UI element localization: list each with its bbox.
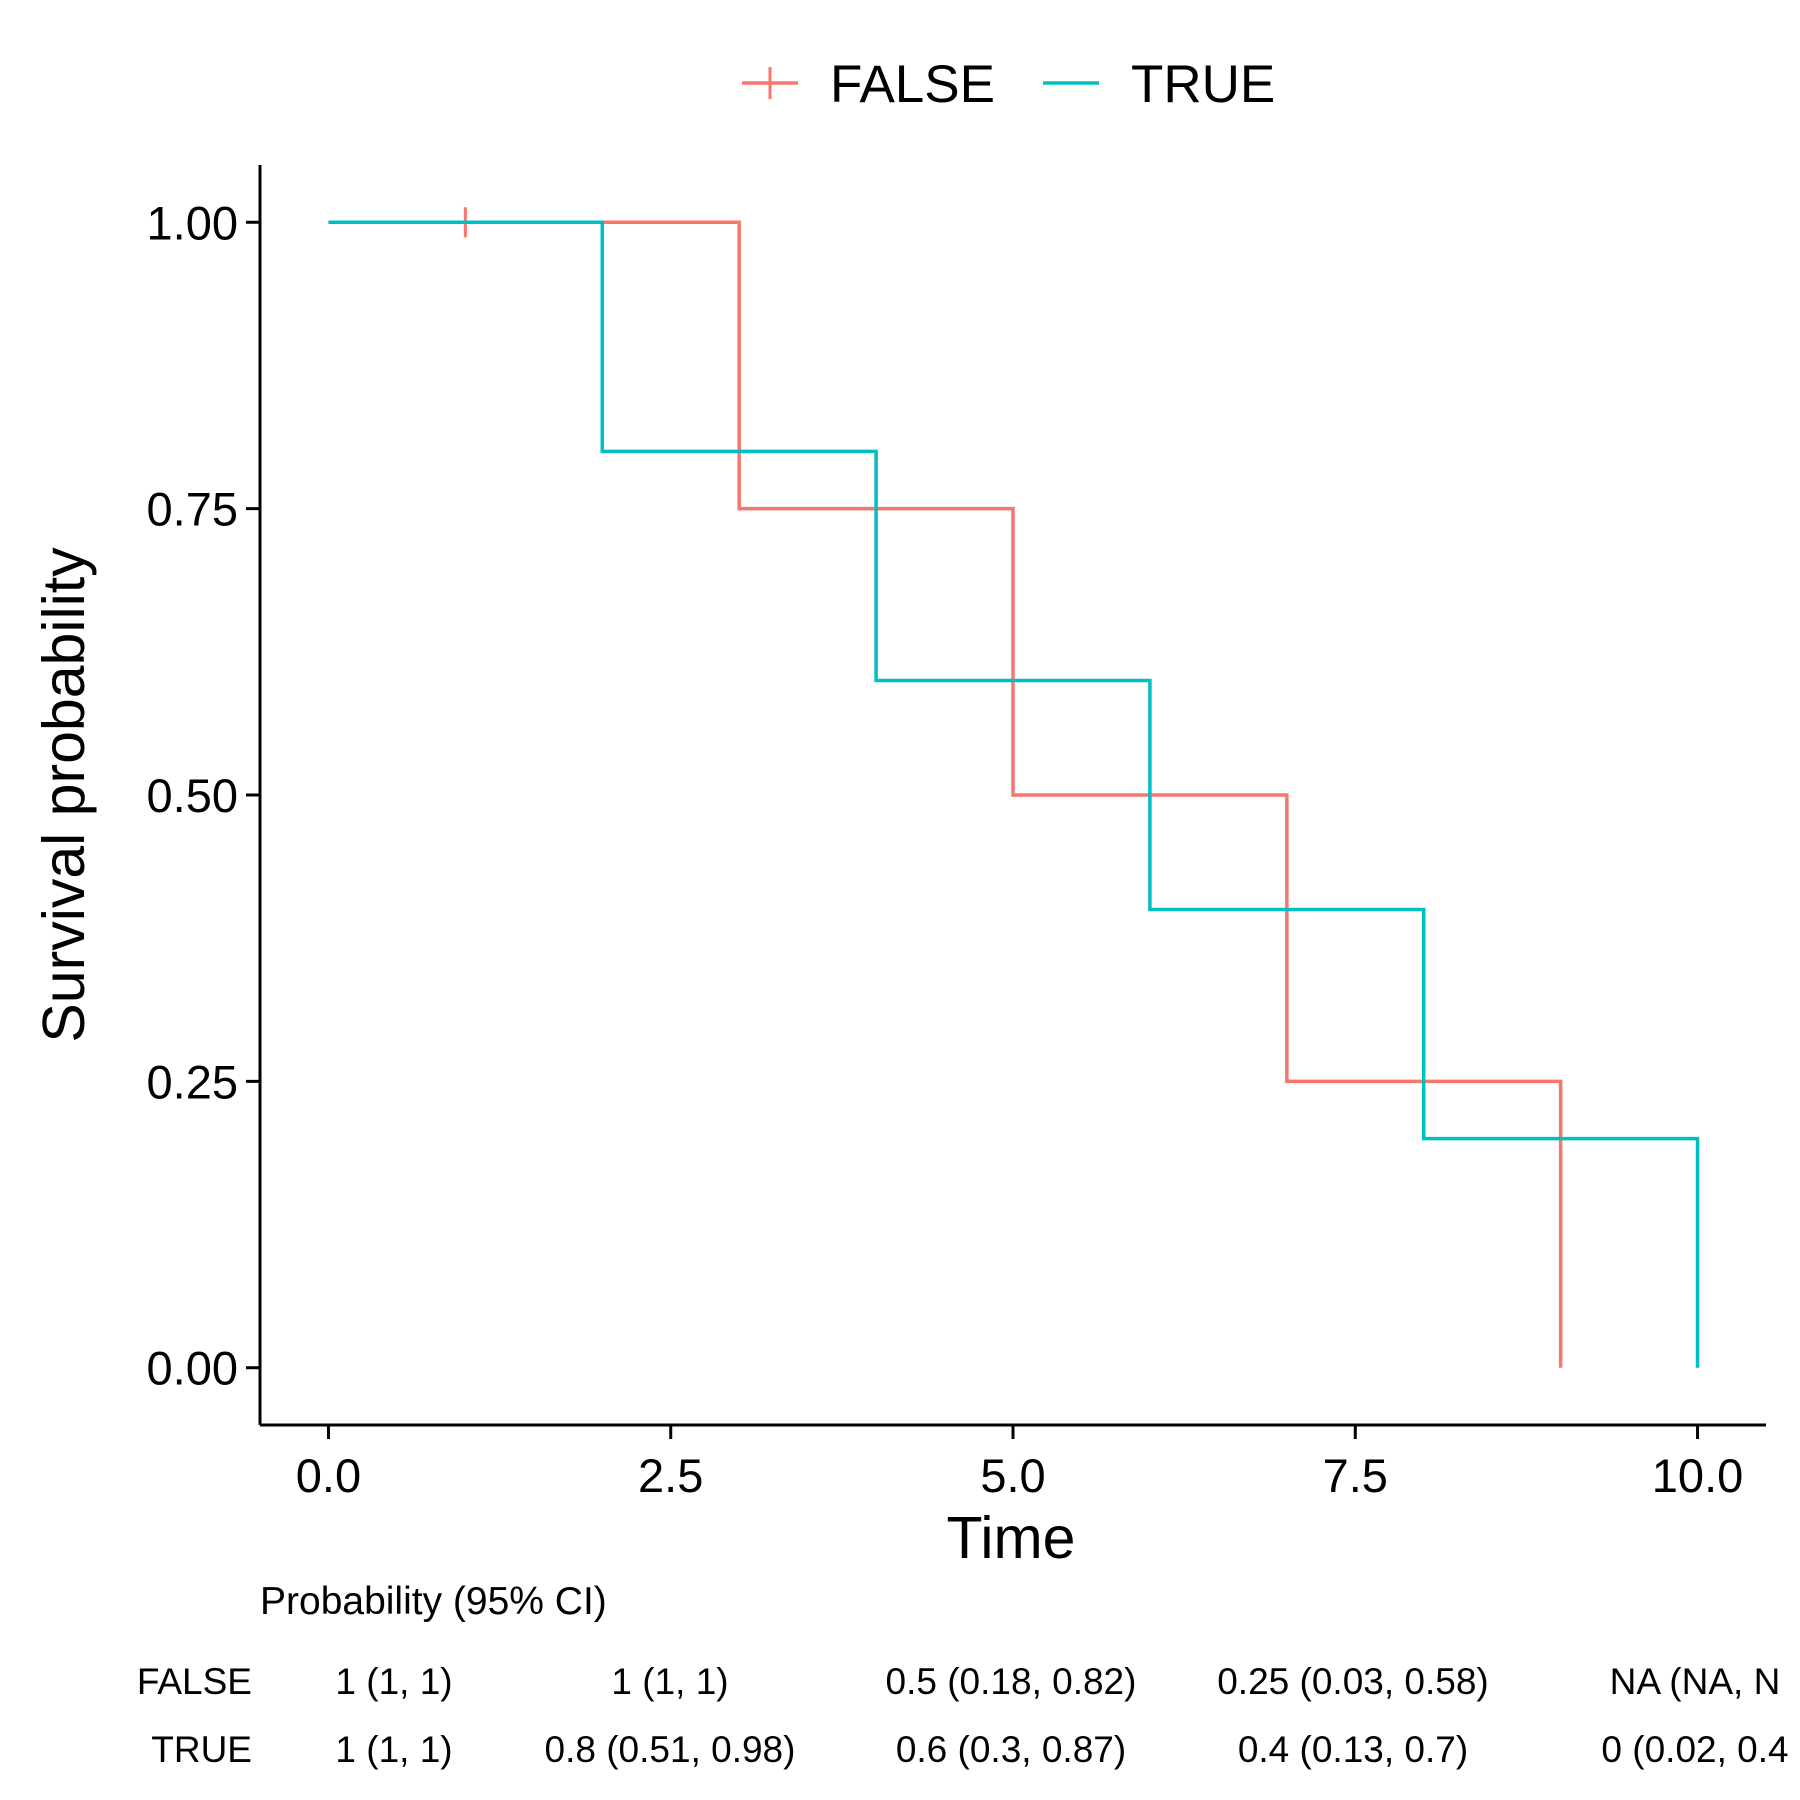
table-cell: 1 (1, 1): [611, 1661, 728, 1702]
legend-label-true: TRUE: [1131, 55, 1275, 114]
x-tick-label: 7.5: [1323, 1449, 1388, 1502]
x-tick-label: 2.5: [638, 1449, 703, 1502]
table-cell: 0.25 (0.03, 0.58): [1217, 1661, 1489, 1702]
x-axis-title: Time: [947, 1505, 1076, 1571]
table-cell: 0.6 (0.3, 0.87): [896, 1729, 1126, 1770]
legend: FALSE TRUE: [742, 55, 1275, 114]
table-cell: 1 (1, 1): [335, 1729, 452, 1770]
x-tick-label: 0.0: [296, 1449, 361, 1502]
y-tick-label: 0.25: [147, 1055, 238, 1108]
survival-curves: [328, 207, 1700, 1368]
table-title: Probability (95% CI): [260, 1580, 607, 1623]
table-cell: 0.5 (0.18, 0.82): [886, 1661, 1137, 1702]
table-cell: 1 (1, 1): [335, 1661, 452, 1702]
axes: 0.0 2.5 5.0 7.5 10.0 0.00 0.25 0.50 0.75 1.00: [147, 165, 1766, 1502]
y-tick-label: 0.00: [147, 1342, 238, 1395]
probability-table: FALSE 1 (1, 1) 1 (1, 1) 0.5 (0.18, 0.82) 0.2…: [137, 1661, 1789, 1770]
y-tick-label: 0.50: [147, 769, 238, 822]
y-axis-title: Survival probability: [31, 547, 97, 1043]
series-line-true: [328, 220, 1700, 1368]
table-row-label: FALSE: [137, 1661, 252, 1702]
y-tick-label: 0.75: [147, 483, 238, 536]
table-cell: NA (NA, N: [1610, 1661, 1781, 1702]
legend-label-false: FALSE: [830, 55, 995, 114]
table-cell: 0 (0.02, 0.4: [1601, 1729, 1788, 1770]
y-tick-label: 1.00: [147, 196, 238, 249]
x-tick-label: 10.0: [1652, 1449, 1743, 1502]
x-tick-label: 5.0: [980, 1449, 1045, 1502]
table-row-label: TRUE: [151, 1729, 252, 1770]
table-cell: 0.8 (0.51, 0.98): [545, 1729, 796, 1770]
series-line-false: [328, 220, 1563, 1368]
table-cell: 0.4 (0.13, 0.7): [1238, 1729, 1468, 1770]
